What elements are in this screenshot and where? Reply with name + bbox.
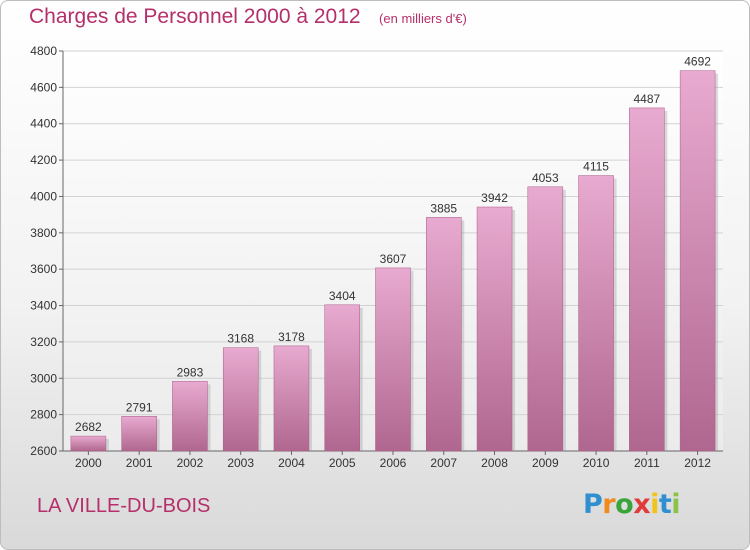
logo-letter: P <box>583 489 603 520</box>
bar <box>476 206 513 452</box>
y-tick-label: 3200 <box>30 335 57 349</box>
value-label: 4487 <box>633 92 660 106</box>
y-tick-label: 2800 <box>30 408 57 422</box>
logo-letter: o <box>615 489 634 520</box>
y-tick-label: 4000 <box>30 189 57 203</box>
chart-title: Charges de Personnel 2000 à 2012 <box>29 5 361 28</box>
value-label: 3178 <box>278 330 305 344</box>
bar <box>679 70 716 452</box>
x-tick-label: 2005 <box>329 456 356 470</box>
value-label: 3942 <box>481 191 508 205</box>
x-tick-label: 2011 <box>634 456 660 470</box>
y-tick-label: 3000 <box>30 371 57 385</box>
logo-letter: x <box>633 489 651 520</box>
bar <box>222 347 259 452</box>
y-tick-label: 3600 <box>30 262 57 276</box>
value-label: 3885 <box>430 201 457 215</box>
x-tick-label: 2004 <box>278 456 305 470</box>
value-label: 3607 <box>380 252 407 266</box>
x-tick-label: 2010 <box>583 456 610 470</box>
x-tick-label: 2003 <box>227 456 254 470</box>
x-tick-label: 2000 <box>75 456 102 470</box>
x-tick-label: 2008 <box>481 456 508 470</box>
commune-name: LA VILLE-DU-BOIS <box>37 495 211 517</box>
bar <box>375 267 411 452</box>
bar <box>426 217 462 452</box>
bar <box>121 416 157 452</box>
y-tick-label: 4400 <box>30 117 57 131</box>
logo-letter: i <box>671 489 681 520</box>
bar <box>527 186 564 452</box>
logo-letter: i <box>650 489 659 520</box>
value-label: 2791 <box>126 400 153 414</box>
y-tick-label: 4600 <box>30 80 57 94</box>
value-label: 2682 <box>75 420 102 434</box>
bar <box>273 345 310 452</box>
proxiti-logo[interactable]: Proxiti <box>583 489 681 520</box>
y-tick-label: 4800 <box>30 44 57 58</box>
y-tick-label: 3400 <box>30 299 57 313</box>
bar <box>70 435 107 452</box>
x-tick-label: 2002 <box>177 456 204 470</box>
x-tick-label: 2006 <box>380 456 407 470</box>
chart-unit: (en milliers d'€) <box>379 11 467 26</box>
x-tick-label: 2012 <box>684 456 711 470</box>
bar <box>578 175 614 452</box>
value-label: 2983 <box>177 365 204 379</box>
bar <box>172 381 208 452</box>
bar <box>324 304 360 452</box>
value-label: 3404 <box>329 289 356 303</box>
y-tick-label: 2600 <box>30 444 57 458</box>
title-row: Charges de Personnel 2000 à 2012 (en mil… <box>29 5 467 29</box>
value-label: 4692 <box>684 55 711 69</box>
x-tick-label: 2007 <box>430 456 457 470</box>
y-tick-label: 3800 <box>30 226 57 240</box>
y-tick-label: 4200 <box>30 153 57 167</box>
logo-letter: t <box>658 489 672 520</box>
x-tick-label: 2001 <box>126 456 153 470</box>
value-label: 3168 <box>227 332 254 346</box>
logo-letter: r <box>602 489 616 520</box>
x-tick-label: 2009 <box>532 456 559 470</box>
value-label: 4115 <box>583 160 609 174</box>
value-label: 4053 <box>532 171 559 185</box>
bar <box>629 107 665 452</box>
